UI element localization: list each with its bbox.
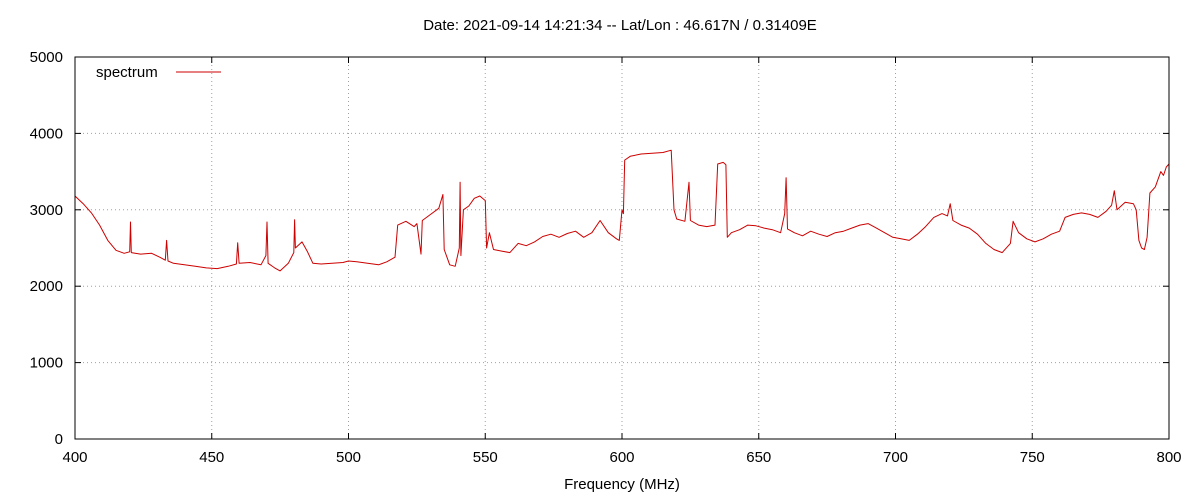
chart-title: Date: 2021-09-14 14:21:34 -- Lat/Lon : 4… (423, 17, 817, 34)
y-tick-label: 1000 (30, 355, 63, 372)
legend: spectrum (96, 64, 221, 81)
legend-label-spectrum: spectrum (96, 64, 158, 81)
grid-lines (75, 57, 1169, 439)
x-tick-label: 400 (62, 449, 87, 466)
series-layer (74, 149, 1170, 272)
y-tick-label: 4000 (30, 125, 63, 142)
x-tick-label: 600 (609, 449, 634, 466)
x-tick-label: 500 (336, 449, 361, 466)
x-tick-label: 700 (883, 449, 908, 466)
y-tick-label: 5000 (30, 49, 63, 66)
y-tick-label: 0 (55, 431, 63, 448)
x-tick-label: 750 (1020, 449, 1045, 466)
series-line-spectrum (74, 149, 1170, 272)
plot-frame (74, 56, 1170, 440)
x-tick-label: 800 (1156, 449, 1181, 466)
y-tick-label: 2000 (30, 278, 63, 295)
axis-ticks: 400 450 500 550 600 650 700 750 800 0 1000 2000 3000… (30, 49, 1182, 466)
x-tick-label: 450 (199, 449, 224, 466)
x-axis-label: Frequency (MHz) (564, 476, 680, 493)
x-tick-label: 650 (746, 449, 771, 466)
y-tick-label: 3000 (30, 202, 63, 219)
x-tick-label: 550 (473, 449, 498, 466)
